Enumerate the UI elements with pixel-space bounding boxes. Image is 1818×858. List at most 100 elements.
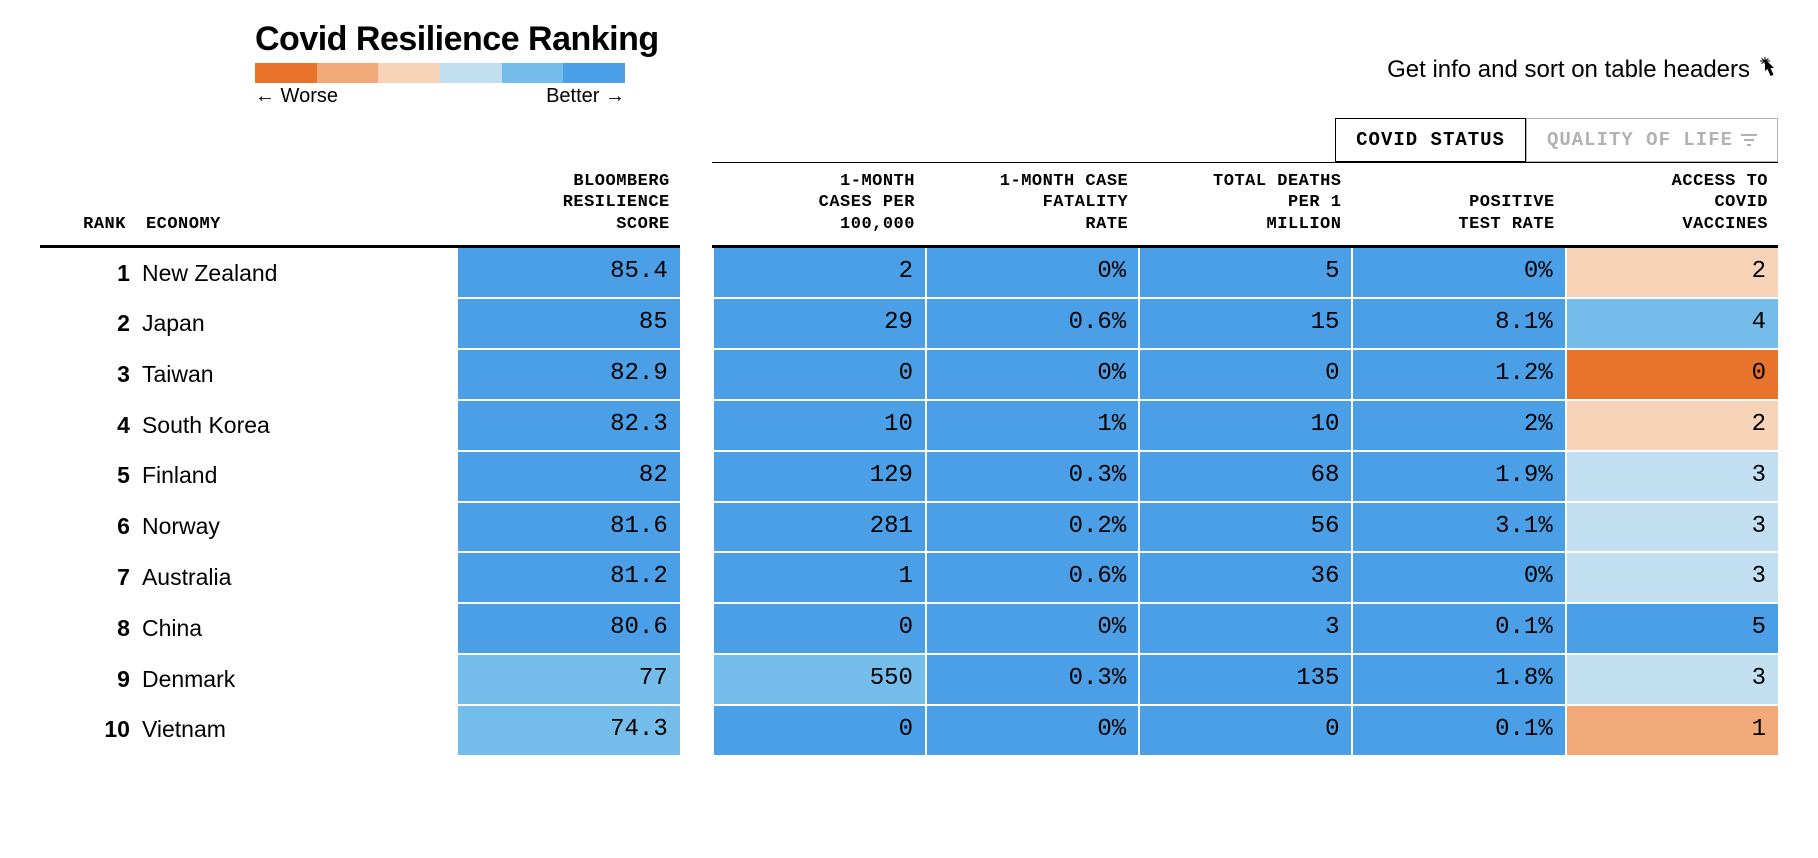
cell-deaths: 5 [1138,248,1351,298]
cell-pos: 0.1% [1351,704,1564,755]
legend-swatches [255,63,625,83]
legend-worse-label: ← Worse [255,85,338,108]
cell-pos: 1.2% [1351,348,1564,399]
col-deaths[interactable]: TOTAL DEATHSPER 1MILLION [1138,162,1351,248]
tab-quality-label: QUALITY OF LIFE [1547,129,1733,151]
cell-economy: Finland [136,450,456,501]
cell-cfr: 0.6% [925,297,1138,348]
cell-cfr: 0% [925,248,1138,298]
col-rank[interactable]: RANK [40,162,136,248]
cell-pos: 1.8% [1351,653,1564,704]
cell-vacc: 3 [1565,501,1778,552]
tabs: COVID STATUS QUALITY OF LIFE [40,118,1778,162]
col-economy[interactable]: ECONOMY [136,162,456,248]
cell-rank: 6 [40,501,136,552]
cell-rank: 5 [40,450,136,501]
cell-pos: 2% [1351,399,1564,450]
cell-gap [680,602,712,653]
table-row: 6Norway81.6 2810.2%563.1%3 [40,501,1778,552]
col-vacc[interactable]: ACCESS TOCOVIDVACCINES [1565,162,1778,248]
cell-gap [680,653,712,704]
ranking-widget: Covid Resilience Ranking ← Worse Better … [40,20,1778,755]
cell-economy: Norway [136,501,456,552]
filter-icon [1741,134,1757,146]
cell-deaths: 68 [1138,450,1351,501]
cell-cases: 29 [712,297,925,348]
cell-gap [680,551,712,602]
cell-deaths: 135 [1138,653,1351,704]
cell-score: 81.2 [456,551,680,602]
table-row: 3Taiwan82.900%01.2%0 [40,348,1778,399]
cell-score: 85.4 [456,248,680,298]
cell-gap [680,297,712,348]
title-block: Covid Resilience Ranking ← Worse Better … [255,20,659,108]
cell-score: 80.6 [456,602,680,653]
cell-pos: 1.9% [1351,450,1564,501]
cell-gap [680,248,712,298]
cell-score: 74.3 [456,704,680,755]
cell-gap [680,348,712,399]
cell-pos: 0% [1351,248,1564,298]
col-cfr[interactable]: 1-MONTH CASEFATALITYRATE [925,162,1138,248]
cell-economy: Australia [136,551,456,602]
tab-quality-of-life[interactable]: QUALITY OF LIFE [1526,118,1778,162]
cell-cfr: 0% [925,602,1138,653]
tab-covid-status[interactable]: COVID STATUS [1335,118,1526,162]
page-title: Covid Resilience Ranking [255,20,659,59]
cell-cfr: 0.6% [925,551,1138,602]
cell-vacc: 2 [1565,248,1778,298]
cell-deaths: 56 [1138,501,1351,552]
cell-rank: 7 [40,551,136,602]
ranking-table: RANK ECONOMY BLOOMBERGRESILIENCESCORE 1-… [40,162,1778,755]
cell-rank: 10 [40,704,136,755]
cell-cfr: 0.2% [925,501,1138,552]
cell-gap [680,501,712,552]
legend-swatch [255,63,317,83]
table-row: 9Denmark775500.3%1351.8%3 [40,653,1778,704]
cell-deaths: 10 [1138,399,1351,450]
cell-economy: New Zealand [136,248,456,298]
legend-labels: ← Worse Better → [255,83,625,108]
legend-better-label: Better → [546,85,625,108]
cell-economy: China [136,602,456,653]
pointer-icon [1758,57,1778,83]
cell-economy: Taiwan [136,348,456,399]
cell-vacc: 3 [1565,551,1778,602]
cell-rank: 3 [40,348,136,399]
cell-score: 77 [456,653,680,704]
cell-score: 81.6 [456,501,680,552]
cell-vacc: 1 [1565,704,1778,755]
cell-gap [680,450,712,501]
cell-cases: 0 [712,348,925,399]
cell-economy: South Korea [136,399,456,450]
cell-rank: 2 [40,297,136,348]
col-pos[interactable]: POSITIVETEST RATE [1351,162,1564,248]
legend-swatch [378,63,440,83]
cell-pos: 3.1% [1351,501,1564,552]
cell-score: 82.3 [456,399,680,450]
col-cases[interactable]: 1-MONTHCASES PER100,000 [712,162,925,248]
cell-cfr: 0% [925,704,1138,755]
cell-cases: 1 [712,551,925,602]
cell-economy: Japan [136,297,456,348]
cell-cases: 0 [712,704,925,755]
legend-swatch [317,63,379,83]
cell-pos: 8.1% [1351,297,1564,348]
sort-hint: Get info and sort on table headers [1387,56,1778,84]
cell-gap [680,399,712,450]
cell-deaths: 15 [1138,297,1351,348]
cell-cfr: 0.3% [925,653,1138,704]
cell-vacc: 0 [1565,348,1778,399]
cell-gap [680,704,712,755]
col-score[interactable]: BLOOMBERGRESILIENCESCORE [456,162,680,248]
table-row: 5Finland821290.3%681.9%3 [40,450,1778,501]
top-row: Covid Resilience Ranking ← Worse Better … [40,20,1778,108]
cell-pos: 0.1% [1351,602,1564,653]
cell-deaths: 0 [1138,704,1351,755]
table-row: 1New Zealand85.420%50%2 [40,248,1778,298]
cell-cases: 281 [712,501,925,552]
cell-cfr: 0% [925,348,1138,399]
cell-score: 82 [456,450,680,501]
table-row: 8China80.600%30.1%5 [40,602,1778,653]
cell-economy: Vietnam [136,704,456,755]
